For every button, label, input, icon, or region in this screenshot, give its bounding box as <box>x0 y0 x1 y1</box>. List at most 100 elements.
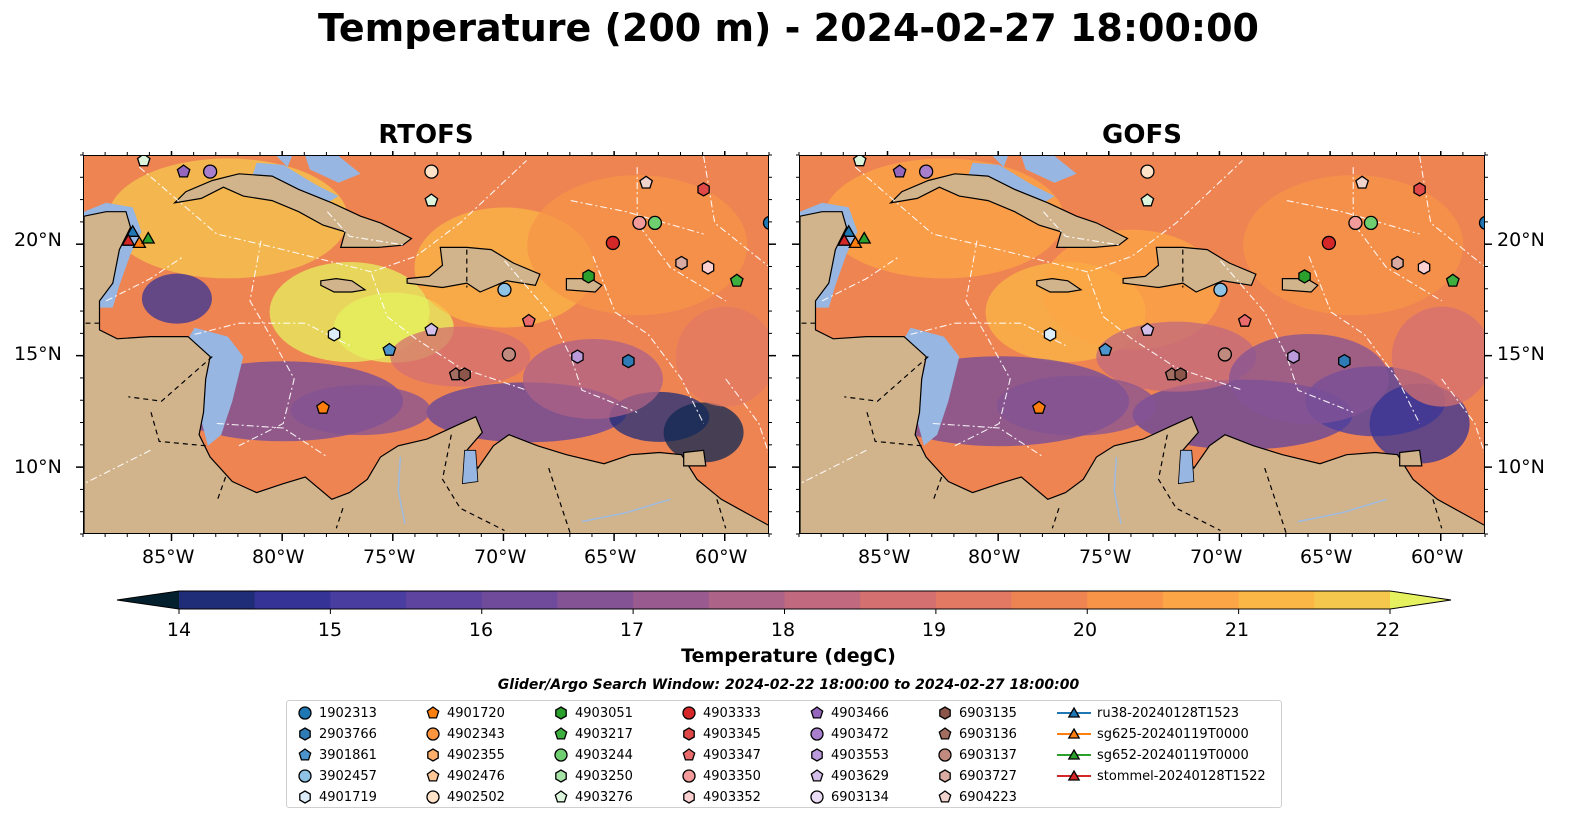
panel-title-rtofs: RTOFS <box>378 120 474 150</box>
legend-label: 4903051 <box>575 705 633 721</box>
circle-marker-icon <box>298 769 312 783</box>
legend-item: ru38-20240128T1523 <box>1057 705 1239 721</box>
legend-item: 4903350 <box>681 768 761 784</box>
legend-label: 1902313 <box>319 705 377 721</box>
lon-label-65-right: 65°W <box>1300 546 1353 568</box>
argo-float-marker <box>1348 215 1363 231</box>
argo-float-marker <box>1355 175 1370 189</box>
legend-item: 4903276 <box>553 789 633 805</box>
argo-float-marker <box>1174 367 1187 382</box>
pentagon-marker-icon <box>554 727 568 740</box>
circle-marker-icon <box>682 769 696 783</box>
legend-label: 4901720 <box>447 705 505 721</box>
glider-marker <box>140 231 156 244</box>
colorbar-tick: 17 <box>619 619 645 641</box>
colorbar <box>116 590 1452 614</box>
lat-label-10-left: 10°N <box>14 456 62 478</box>
argo-float-marker <box>675 255 688 271</box>
legend-marker <box>939 706 951 720</box>
legend-marker <box>1067 706 1081 718</box>
legend-item: 4901719 <box>297 789 377 805</box>
legend-item: 6903136 <box>937 726 1017 742</box>
legend-label: 4903352 <box>703 789 761 805</box>
legend-label: 4903350 <box>703 768 761 784</box>
legend-item: 4903051 <box>553 705 633 721</box>
legend-label: 4903629 <box>831 768 889 784</box>
argo-float-marker <box>1478 216 1484 230</box>
pentagon-marker-icon <box>810 769 824 782</box>
legend-label: 4903333 <box>703 705 761 721</box>
circle-marker-icon <box>298 706 312 720</box>
glider-marker <box>125 224 140 237</box>
legend-item: 4902355 <box>425 747 505 763</box>
legend-label: 4902502 <box>447 789 505 805</box>
legend-item: 4903553 <box>809 747 889 763</box>
argo-float-marker <box>1140 164 1155 179</box>
glider-marker <box>837 233 852 246</box>
legend-item: 4903333 <box>681 705 761 721</box>
legend-marker <box>810 706 824 719</box>
legend-item: 4903250 <box>553 768 633 784</box>
legend-label: 4903347 <box>703 747 761 763</box>
map-gofs-canvas <box>800 156 1484 533</box>
hexagon-marker-icon <box>427 748 439 762</box>
circle-marker-icon <box>810 790 824 804</box>
legend-item: 6904223 <box>937 789 1017 805</box>
colorbar-tick: 15 <box>317 619 343 641</box>
hexagon-marker-icon <box>939 769 951 783</box>
legend-item: stommel-20240128T1522 <box>1057 768 1266 784</box>
circle-marker-icon <box>938 748 952 762</box>
hexagon-marker-icon <box>683 790 695 804</box>
legend-label: 4903345 <box>703 726 761 742</box>
legend-label: 4903466 <box>831 705 889 721</box>
argo-float-marker <box>1391 255 1404 271</box>
argo-float-marker <box>316 400 330 414</box>
argo-float-marker <box>424 193 439 207</box>
argo-float-marker <box>424 164 439 179</box>
argo-float-marker <box>701 260 715 275</box>
lon-label-60-right: 60°W <box>1411 546 1464 568</box>
circle-marker-icon <box>810 727 824 741</box>
legend-label: 4903217 <box>575 726 633 742</box>
pentagon-marker-icon <box>554 790 568 803</box>
legend-item: 4903466 <box>809 705 889 721</box>
argo-float-marker <box>136 156 151 167</box>
triangle-marker-icon <box>1057 706 1091 718</box>
legend-marker <box>938 790 952 803</box>
argo-float-marker <box>1098 342 1113 356</box>
legend-label: 6903137 <box>959 747 1017 763</box>
lon-label-80-left: 80°W <box>252 546 305 568</box>
legend-label: sg652-20240119T0000 <box>1097 747 1249 763</box>
map-rtofs-canvas <box>84 156 768 533</box>
argo-float-marker <box>647 215 663 231</box>
argo-float-marker <box>1043 327 1057 342</box>
argo-float-marker <box>697 182 710 197</box>
map-panel-rtofs[interactable] <box>83 155 769 534</box>
legend-label: ru38-20240128T1523 <box>1097 705 1240 721</box>
argo-float-marker <box>1140 193 1155 207</box>
argo-float-marker <box>1363 215 1379 231</box>
lat-label-20-left: 20°N <box>14 229 62 251</box>
legend-marker <box>299 727 311 741</box>
colorbar-max-extension <box>1390 591 1451 609</box>
legend: 1902313 2903766 3901861 3902457 4901719 49017… <box>286 700 1282 808</box>
legend-marker <box>555 769 567 783</box>
map-panel-gofs[interactable] <box>799 155 1485 534</box>
glider-marker <box>121 233 136 246</box>
lat-label-20-right: 20°N <box>1497 229 1545 251</box>
argo-float-marker <box>1217 347 1233 362</box>
argo-float-marker <box>1417 260 1431 275</box>
hexagon-marker-icon <box>683 727 695 741</box>
legend-marker <box>682 748 696 761</box>
legend-marker <box>554 790 568 803</box>
legend-item: sg652-20240119T0000 <box>1057 747 1249 763</box>
argo-float-marker <box>176 164 191 178</box>
argo-float-marker <box>632 215 647 231</box>
legend-marker <box>1067 748 1081 760</box>
triangle-marker-icon <box>1057 769 1091 781</box>
map-axes <box>76 151 1492 541</box>
figure-title: Temperature (200 m) - 2024-02-27 18:00:0… <box>317 6 1259 50</box>
argo-float-marker <box>1413 182 1426 197</box>
legend-label: 4903472 <box>831 726 889 742</box>
legend-label: 4903250 <box>575 768 633 784</box>
